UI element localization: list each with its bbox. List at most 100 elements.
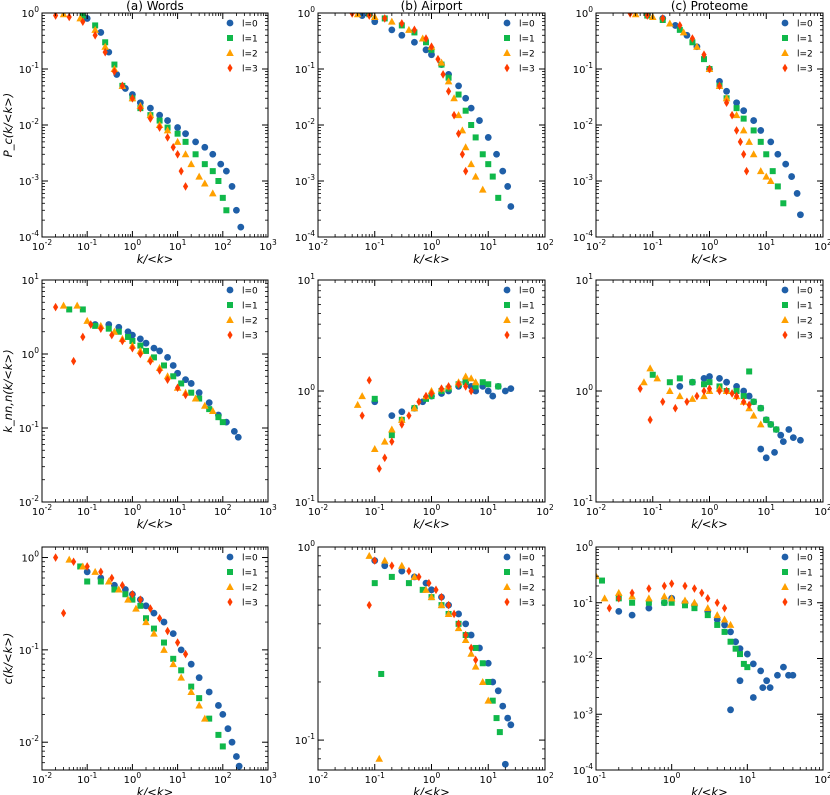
data-point-l1 (479, 151, 486, 158)
x-tick-label: 10-2 (32, 503, 52, 518)
x-tick-label: 10-1 (365, 503, 385, 518)
data-point-l0 (782, 160, 790, 168)
data-point-l0 (727, 706, 734, 714)
data-point-l3 (733, 126, 740, 135)
data-point-l2 (124, 595, 132, 603)
legend-label: l=0 (797, 287, 813, 297)
legend-marker (503, 49, 511, 56)
data-point-l0 (507, 203, 515, 210)
legend-marker (782, 63, 788, 73)
data-point-l0 (455, 82, 462, 90)
data-point-l2 (388, 17, 396, 25)
data-point-l3 (459, 149, 465, 159)
data-point-l1 (479, 660, 486, 667)
legend-label: l=3 (519, 332, 535, 342)
data-point-l3 (729, 389, 735, 398)
y-tick-label: 100 (21, 346, 39, 361)
data-point-l2 (398, 415, 406, 423)
data-point-l0 (388, 412, 396, 420)
legend-label: l=1 (519, 569, 535, 579)
x-axis-label: k/<k> (413, 785, 449, 795)
data-point-l1 (223, 207, 230, 214)
x-tick-label: 103 (259, 238, 277, 253)
data-point-l1 (691, 605, 698, 612)
data-point-l0 (774, 671, 781, 679)
data-point-l3 (175, 383, 181, 393)
data-point-l0 (142, 339, 150, 347)
data-point-l1 (215, 414, 222, 421)
data-point-l3 (164, 133, 171, 142)
data-point-l2 (739, 126, 748, 134)
data-point-l2 (195, 701, 203, 709)
data-point-l3 (463, 630, 469, 640)
panel-8: 10-2 10-1 100 101 10210-1100k/<k>l=0l=1l=2l=… (295, 539, 554, 795)
data-point-l3 (606, 603, 612, 613)
legend-label: l=2 (242, 50, 258, 60)
data-point-l0 (222, 167, 230, 175)
data-point-l2 (160, 645, 168, 653)
data-point-l0 (763, 677, 771, 685)
data-point-l2 (693, 42, 701, 50)
legend-label: l=0 (519, 287, 535, 297)
x-axis-label: k/<k> (137, 785, 173, 795)
y-axis-label: c(k/<k>) (1, 633, 15, 685)
data-point-l1 (746, 368, 753, 375)
data-point-l0 (195, 674, 203, 682)
legend-marker (226, 316, 234, 323)
data-point-l0 (455, 610, 462, 618)
x-tick-label: 103 (259, 771, 277, 786)
legend-label: l=3 (797, 65, 813, 75)
data-point-l0 (234, 433, 242, 441)
data-point-l0 (494, 687, 502, 695)
data-point-l1 (188, 389, 195, 396)
data-point-l1 (105, 325, 112, 332)
x-tick-label: 102 (536, 238, 554, 253)
y-tick-label: 10-4 (19, 229, 39, 244)
data-point-l3 (669, 579, 675, 588)
data-point-l1 (472, 134, 479, 141)
data-point-l3 (741, 397, 747, 407)
data-point-l3 (66, 13, 72, 22)
data-point-l3 (644, 13, 650, 20)
y-axis-label: P_c(k/<k>) (1, 93, 15, 157)
x-tick-label: 102 (814, 771, 830, 786)
legend-label: l=0 (519, 554, 535, 564)
data-point-l3 (423, 391, 429, 401)
data-point-l1 (160, 362, 167, 369)
y-tick-label: 100 (297, 539, 315, 554)
data-point-l3 (723, 98, 730, 108)
panel-2: 10-2 10-1 100 101 10210-410-310-210-1100k/<k… (295, 0, 554, 266)
data-point-l3 (406, 411, 412, 420)
legend-marker (504, 330, 510, 340)
data-point-l1 (160, 639, 167, 646)
data-point-l3 (175, 149, 181, 159)
x-tick-label: 101 (479, 771, 497, 786)
data-point-l0 (797, 211, 804, 219)
data-point-l2 (208, 189, 217, 197)
legend: l=0 l=1 l=2 l=3 (503, 554, 535, 609)
x-axis-label: k/<k> (413, 517, 449, 531)
data-point-l0 (757, 127, 765, 134)
data-point-l2 (177, 673, 185, 681)
data-point-l2 (187, 160, 196, 168)
data-point-l2 (471, 378, 480, 386)
data-point-l0 (187, 380, 195, 387)
data-point-l2 (681, 596, 689, 604)
data-point-l3 (70, 557, 77, 567)
data-point-l1 (740, 115, 747, 122)
x-tick-label: 101 (169, 771, 187, 786)
data-point-l0 (779, 438, 787, 446)
data-point-l1 (201, 161, 208, 168)
data-point-l0 (398, 567, 406, 575)
legend-marker (504, 597, 510, 607)
data-point-l3 (433, 585, 439, 595)
data-point-l0 (628, 611, 636, 619)
panel-3: 10-2 10-1 100 101 10210-410-310-210-1100k/<k… (573, 0, 830, 266)
data-point-l2 (437, 601, 446, 609)
y-tick-label: 10-1 (19, 420, 39, 435)
data-point-l0 (789, 671, 797, 679)
x-tick-label: 101 (739, 771, 757, 786)
data-point-l1 (706, 379, 713, 386)
x-tick-label: 10-1 (643, 503, 663, 518)
y-tick-label: 10-1 (19, 61, 39, 76)
